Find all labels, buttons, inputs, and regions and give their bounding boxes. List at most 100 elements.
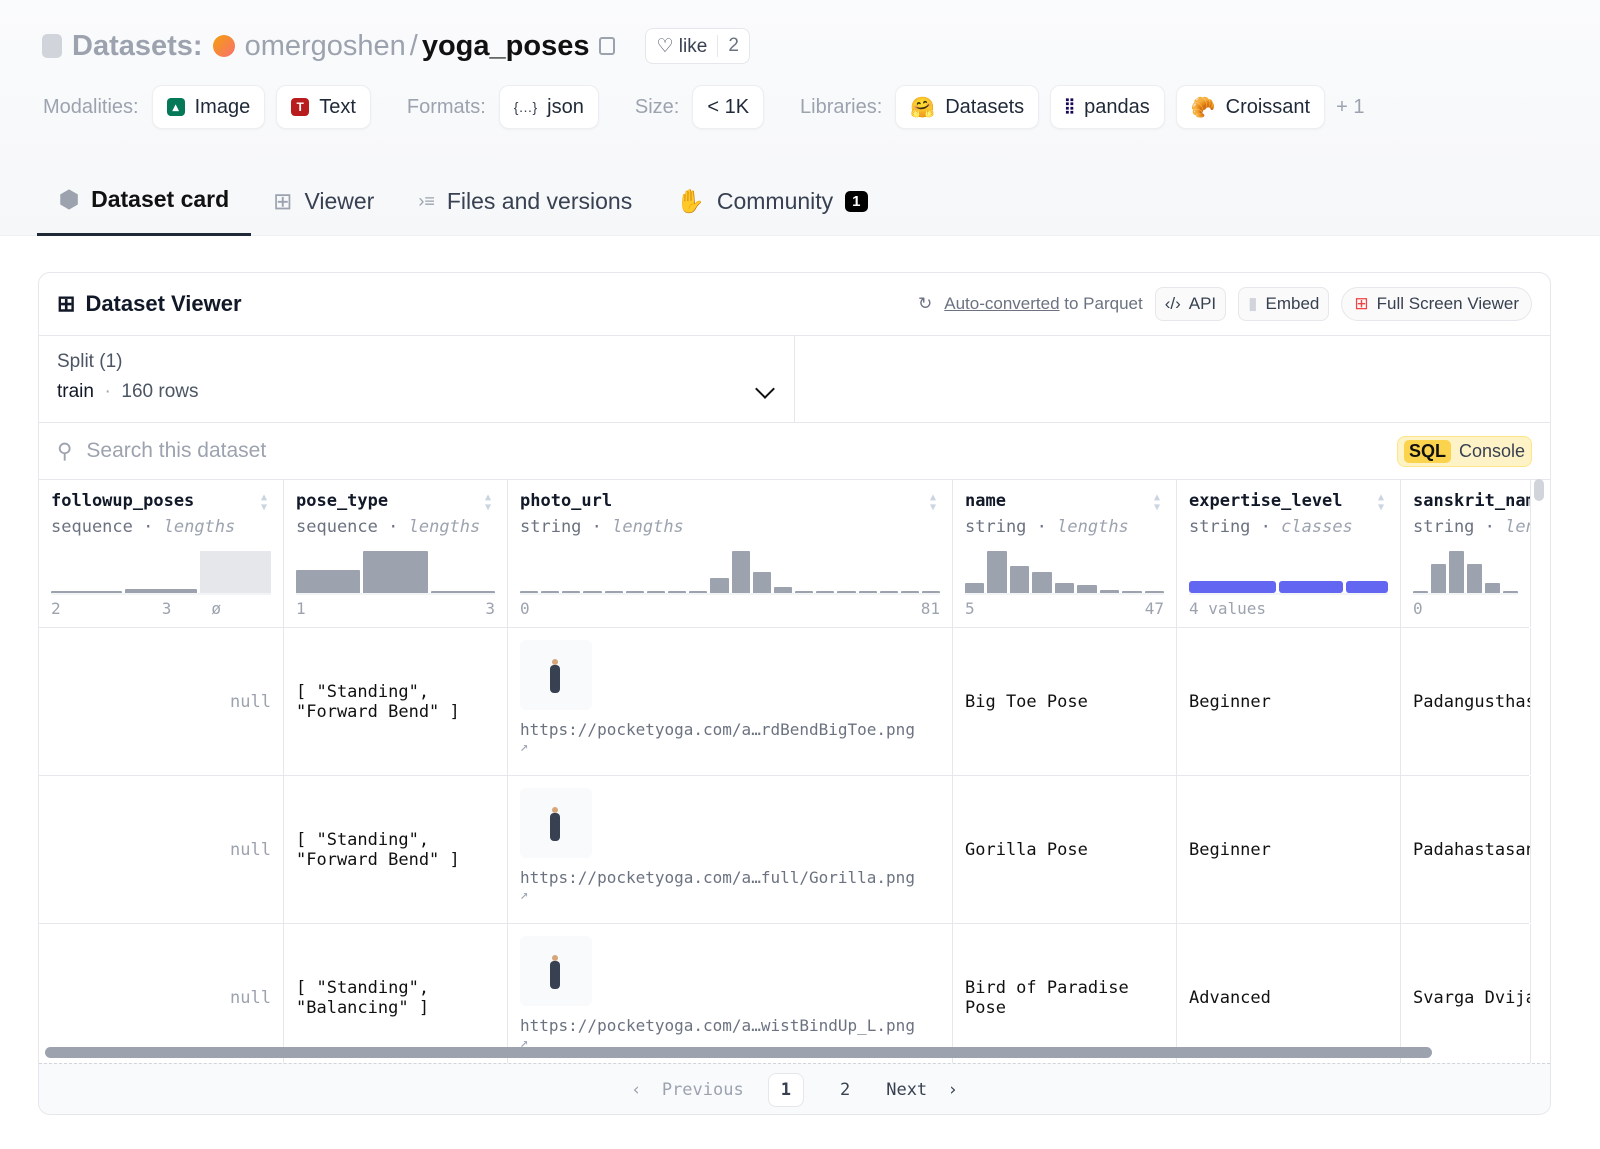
histogram-bar[interactable] (731, 551, 750, 593)
pose-thumbnail[interactable] (520, 640, 592, 710)
sort-icon[interactable]: ▲ ▼ (261, 492, 268, 513)
class-bar[interactable] (1345, 581, 1388, 593)
histogram-bar[interactable] (1431, 563, 1446, 593)
owner-link[interactable]: omergoshen (244, 29, 406, 62)
embed-button[interactable]: ▮ Embed (1238, 287, 1330, 321)
histogram-bar[interactable] (710, 578, 729, 593)
table-row[interactable]: null [ "Standing", "Forward Bend" ] https… (39, 628, 1531, 776)
column-header[interactable]: expertise_level string · classes ▲ ▼ 4 va… (1177, 479, 1401, 627)
photo-url-text[interactable]: https://pocketyoga.com/a…full/Gorilla.pn… (520, 868, 915, 887)
histogram-bar[interactable] (816, 591, 835, 593)
histogram-bar[interactable] (795, 591, 814, 593)
histogram-bar[interactable] (1503, 590, 1518, 593)
histogram-bar[interactable] (1485, 582, 1500, 593)
histogram-bar[interactable] (900, 591, 919, 593)
sort-icon[interactable]: ▲ ▼ (1154, 492, 1161, 513)
tab-dataset-card[interactable]: ⬢ Dataset card (37, 166, 252, 236)
tag-datasets[interactable]: 🤗 Datasets (895, 85, 1040, 129)
histogram-bar[interactable] (668, 591, 687, 593)
split-select[interactable]: Split (1) train · 160 rows (39, 336, 795, 422)
histogram-bar[interactable] (837, 591, 856, 593)
histogram-bar[interactable] (1054, 582, 1075, 593)
like-button[interactable]: ♡ like 2 (645, 28, 750, 64)
more-tags[interactable]: + 1 (1336, 95, 1365, 118)
pose-thumbnail[interactable] (520, 788, 592, 858)
tab-files[interactable]: ›≡ Files and versions (396, 166, 654, 236)
pose-thumbnail[interactable] (520, 936, 592, 1006)
cell-photo-url[interactable]: https://pocketyoga.com/a…rdBendBigToe.pn… (508, 628, 953, 775)
histogram-bar[interactable] (1413, 591, 1428, 593)
histogram-bar[interactable] (1122, 591, 1142, 593)
tag-image[interactable]: ▴ Image (151, 85, 266, 129)
histogram-bar[interactable] (858, 591, 877, 593)
histogram-bar[interactable] (1032, 572, 1052, 593)
histogram-bar[interactable] (363, 551, 428, 593)
photo-url-text[interactable]: https://pocketyoga.com/a…rdBendBigToe.pn… (520, 720, 915, 739)
column-header[interactable]: sanskrit_name string · lengths 0 (1401, 479, 1531, 627)
histogram-bar[interactable] (562, 591, 581, 593)
histogram-bar[interactable] (430, 591, 495, 593)
histogram-bar[interactable] (1449, 551, 1464, 593)
page-2[interactable]: 2 (839, 1080, 851, 1100)
histogram-bar[interactable] (879, 591, 898, 593)
vertical-scrollbar[interactable] (1534, 479, 1544, 501)
histogram-bar[interactable] (51, 591, 123, 593)
histogram-bar[interactable] (1009, 565, 1030, 593)
class-bar[interactable] (1278, 581, 1343, 593)
next-button[interactable]: Next › (886, 1080, 958, 1100)
histogram-bar[interactable] (296, 569, 361, 593)
datasets-label[interactable]: Datasets: (72, 29, 203, 62)
table-row[interactable]: null [ "Standing", "Balancing" ] https://… (39, 924, 1531, 1072)
tag-pandas[interactable]: ⦙⦙ pandas (1050, 85, 1165, 129)
histogram-bar[interactable] (689, 591, 708, 593)
search-input[interactable]: Search this dataset (86, 439, 267, 462)
histogram-bar[interactable] (583, 591, 602, 593)
copy-icon[interactable] (599, 37, 616, 55)
tag-json[interactable]: {…} json (498, 85, 599, 129)
page-1[interactable]: 1 (767, 1073, 804, 1107)
histogram-bar[interactable] (646, 591, 666, 593)
table-row[interactable]: null [ "Standing", "Forward Bend" ] https… (39, 776, 1531, 924)
column-header[interactable]: name string · lengths ▲ ▼ 5 47 (953, 479, 1177, 627)
histogram-bar[interactable] (987, 551, 1007, 593)
tag-size[interactable]: < 1K (692, 85, 765, 129)
histogram-bar[interactable] (541, 591, 560, 593)
external-link-icon[interactable]: ↗ (520, 887, 529, 903)
histogram-bar[interactable] (1099, 589, 1120, 593)
null-bar[interactable] (199, 551, 271, 593)
api-button[interactable]: ‹/› API (1154, 287, 1227, 321)
class-bar[interactable] (1189, 581, 1276, 593)
tag-croissant[interactable]: 🥐 Croissant (1175, 85, 1326, 129)
sort-icon[interactable]: ▲ ▼ (1378, 492, 1385, 513)
sort-icon[interactable]: ▲ ▼ (930, 492, 937, 513)
histogram-bar[interactable] (1144, 591, 1164, 593)
histogram-bar[interactable] (1077, 584, 1097, 593)
tag-text[interactable]: T Text (276, 85, 371, 129)
cell-photo-url[interactable]: https://pocketyoga.com/a…full/Gorilla.pn… (508, 776, 953, 923)
histogram-bar[interactable] (1467, 563, 1482, 593)
sort-icon[interactable]: ▲ ▼ (485, 492, 492, 513)
column-header[interactable]: photo_url string · lengths ▲ ▼ 0 81 (508, 479, 953, 627)
tab-community[interactable]: ✋ Community 1 (654, 166, 889, 236)
cell-photo-url[interactable]: https://pocketyoga.com/a…wistBindUp_L.pn… (508, 924, 953, 1071)
histogram-bar[interactable] (773, 586, 793, 593)
histogram-bar[interactable] (921, 591, 941, 593)
tab-viewer[interactable]: ⊞ Viewer (251, 166, 396, 236)
histogram-bar[interactable] (520, 591, 539, 593)
repo-name[interactable]: yoga_poses (421, 29, 590, 62)
histogram-bar[interactable] (625, 591, 644, 593)
previous-button[interactable]: ‹ Previous (631, 1080, 744, 1100)
horizontal-scrollbar[interactable] (45, 1047, 1432, 1058)
histogram-bar[interactable] (125, 588, 197, 593)
histogram-bar[interactable] (604, 591, 623, 593)
photo-url-text[interactable]: https://pocketyoga.com/a…wistBindUp_L.pn… (520, 1016, 915, 1035)
histogram-bar[interactable] (752, 572, 771, 593)
sql-console-button[interactable]: SQL Console (1396, 435, 1532, 467)
histogram-bar[interactable] (965, 582, 985, 593)
full-screen-button[interactable]: ⊞ Full Screen Viewer (1341, 287, 1532, 321)
external-link-icon[interactable]: ↗ (520, 1035, 529, 1051)
external-link-icon[interactable]: ↗ (520, 739, 529, 755)
auto-converted-link[interactable]: Auto-converted (944, 294, 1060, 313)
